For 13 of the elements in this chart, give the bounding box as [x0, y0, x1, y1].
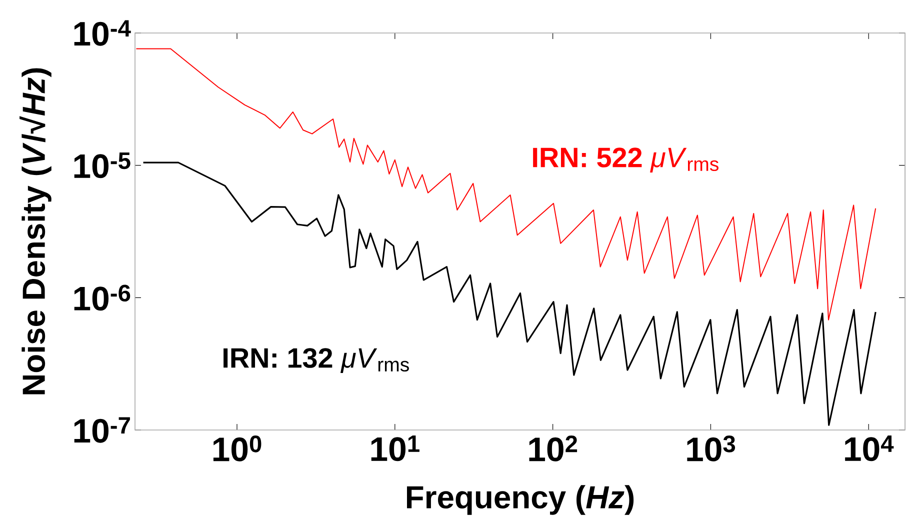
annotation: IRN: 522 μV$_{rms}$	[533, 148, 718, 172]
x-tick-label: 10$^{3}$	[687, 436, 736, 462]
x-tick-label: 10$^{0}$	[213, 436, 262, 462]
x-tick-label: 10$^{1}$	[371, 436, 420, 462]
y-tick-label: 10$^{-5}$	[74, 152, 130, 178]
x-tick-label: 10$^{4}$	[845, 436, 894, 462]
y-axis-title: Noise Density (V/√Hz)	[20, 68, 52, 394]
x-axis-title: Frequency (Hz)	[406, 485, 634, 515]
y-tick-label: 10$^{-7}$	[74, 417, 130, 443]
y-tick-label: 10$^{-4}$	[74, 20, 131, 46]
x-tick-label: 10$^{2}$	[529, 436, 578, 462]
y-tick-label: 10$^{-6}$	[74, 284, 130, 311]
annotation: IRN: 132 μV$_{rms}$	[224, 348, 409, 373]
